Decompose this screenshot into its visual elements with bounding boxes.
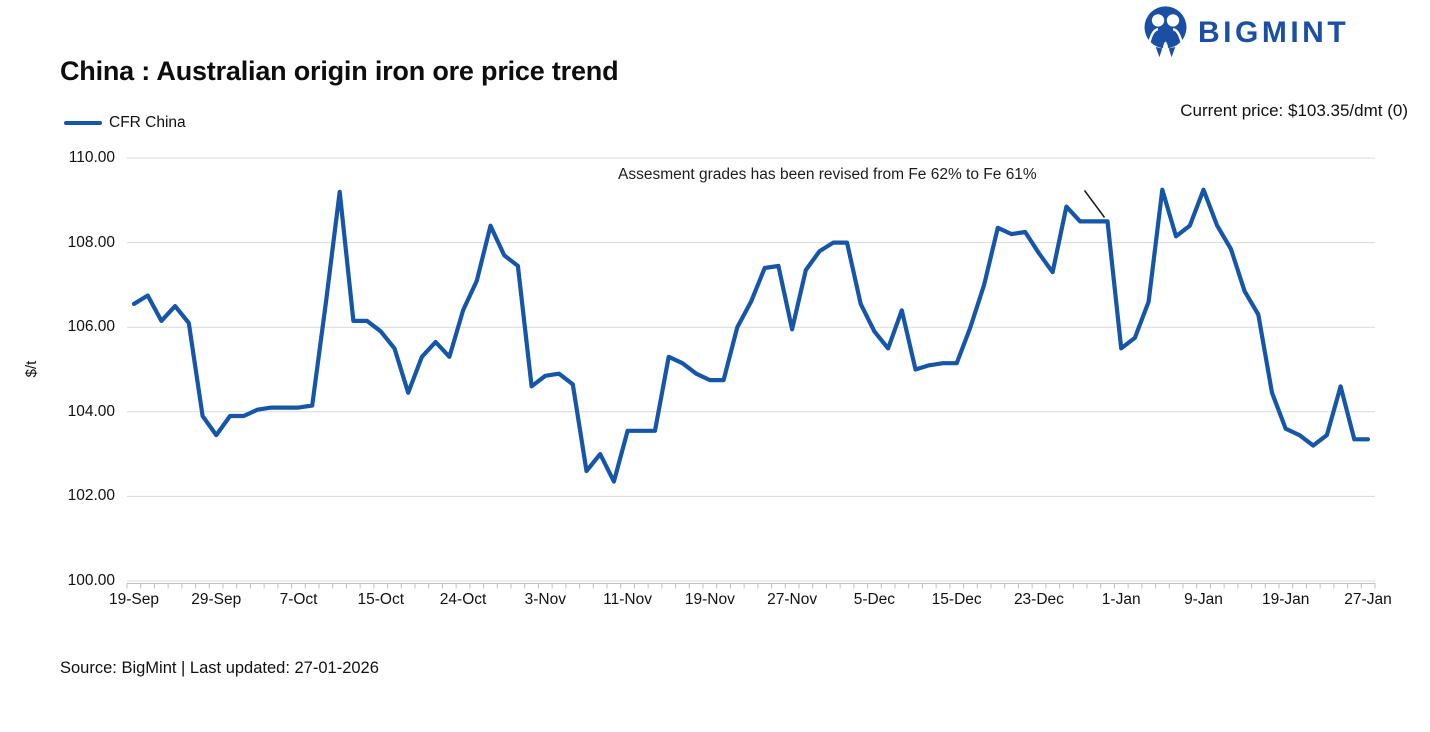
x-tick-label: 23-Dec bbox=[1013, 591, 1064, 608]
legend-line-swatch bbox=[64, 120, 102, 126]
y-tick-label: 110.00 bbox=[68, 149, 115, 166]
legend: CFR China bbox=[64, 113, 186, 133]
series-line-cfr-china bbox=[131, 187, 1371, 484]
annotation-pointer-line bbox=[1083, 189, 1106, 218]
x-tick-label: 19-Sep bbox=[109, 591, 159, 608]
chart-title: China : Australian origin iron ore price… bbox=[60, 56, 619, 86]
x-tick-label: 1-Jan bbox=[1101, 591, 1141, 608]
current-price-label: Current price: $103.35/dmt (0) bbox=[1180, 101, 1408, 120]
bigmint-logo: BIGMINT bbox=[1142, 5, 1349, 61]
x-tick-label: 29-Sep bbox=[191, 591, 242, 608]
y-tick-label: 106.00 bbox=[67, 318, 115, 336]
chart-annotation-text: Assesment grades has been revised from F… bbox=[618, 166, 1037, 183]
y-tick-label: 108.00 bbox=[67, 233, 115, 251]
y-tick-label: 104.00 bbox=[67, 402, 115, 420]
x-tick-label: 15-Dec bbox=[931, 591, 982, 608]
x-tick-label: 3-Nov bbox=[524, 591, 566, 608]
x-tick-label: 5-Dec bbox=[853, 591, 896, 608]
y-tick-label: 100.00 bbox=[67, 572, 115, 589]
x-tick-label: 11-Nov bbox=[603, 591, 652, 608]
x-tick-label: 15-Oct bbox=[357, 591, 405, 608]
x-tick-label: 7-Oct bbox=[279, 591, 318, 608]
x-tick-label: 9-Jan bbox=[1184, 591, 1223, 608]
x-tick-label: 27-Jan bbox=[1344, 591, 1392, 608]
x-tick-label: 19-Jan bbox=[1262, 591, 1310, 608]
bigmint-logo-icon bbox=[1144, 6, 1187, 58]
source-note: Source: BigMint | Last updated: 27-01-20… bbox=[60, 659, 379, 677]
x-tick-label: 24-Oct bbox=[439, 591, 487, 608]
y-tick-label: 102.00 bbox=[67, 487, 115, 505]
x-tick-label: 27-Nov bbox=[767, 591, 818, 608]
legend-series-label: CFR China bbox=[109, 114, 186, 131]
x-tick-label: 19-Nov bbox=[684, 591, 735, 608]
bigmint-logo-text: BIGMINT bbox=[1198, 16, 1350, 49]
